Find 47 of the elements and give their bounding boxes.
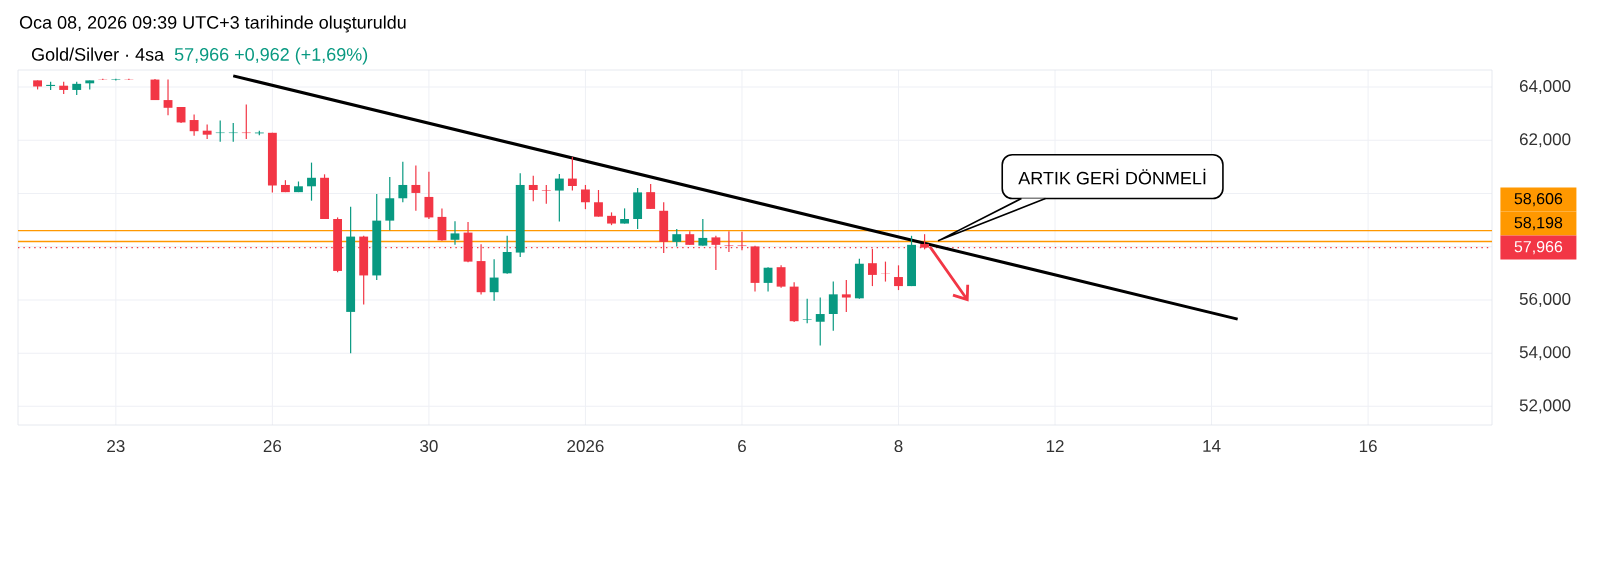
- candlestick: [450, 220, 460, 246]
- candlestick: [737, 231, 747, 251]
- candlestick: [841, 279, 851, 313]
- candlestick: [581, 184, 590, 210]
- y-tick-label: 54,000: [1519, 346, 1571, 361]
- ref-line-label: 57,966: [1514, 241, 1563, 255]
- x-tick-label: 16: [1359, 440, 1377, 453]
- x-tick-label: 8: [894, 440, 903, 453]
- candlestick: [163, 78, 173, 116]
- annotation: ARTIK GERİ DÖNMELİ: [1018, 168, 1206, 185]
- y-tick-label: 52,000: [1519, 399, 1571, 414]
- y-tick-label: 56,000: [1519, 292, 1571, 307]
- legend-label: 58,198: [1514, 217, 1563, 231]
- x-tick-label: 26: [263, 440, 282, 453]
- candlestick: [541, 184, 551, 205]
- candlestick: [554, 173, 564, 223]
- candlestick: [776, 264, 786, 289]
- candlestick: [489, 258, 499, 302]
- candlestick: [711, 235, 721, 271]
- candlestick: [411, 164, 421, 212]
- candlestick: [567, 156, 577, 192]
- x-tick-label: 14: [1203, 440, 1221, 452]
- candlestick: [646, 183, 656, 210]
- candlestick: [828, 280, 838, 332]
- x-tick-label: 12: [1046, 440, 1064, 452]
- candlestick: [698, 218, 708, 247]
- candlestick: [307, 162, 316, 202]
- text: Oca 08, 2026 09:39 UTC+3 tarihinde oluşturuldu: [19, 15, 406, 33]
- candlestick: [424, 171, 434, 220]
- x-tick-label: 23: [107, 440, 125, 453]
- candlestick: [894, 264, 903, 291]
- y-tick-label: 64,000: [1519, 80, 1571, 95]
- candlestick: [815, 296, 825, 347]
- candlestick: [802, 298, 812, 324]
- candlestick: [502, 235, 512, 275]
- candlestick: [398, 161, 408, 203]
- x-tick-label: 2026: [567, 440, 604, 453]
- x-tick-label: 30: [420, 440, 438, 453]
- chart-title: Gold/Silver · 4sa: [31, 47, 165, 61]
- chart-subtitle: 57,966 +0,962 (+1,69%): [174, 47, 368, 65]
- candlestick: [385, 176, 395, 231]
- y-tick-label: 62,000: [1519, 133, 1571, 148]
- x-tick-label: 6: [738, 440, 746, 453]
- candlestick: [528, 175, 538, 202]
- ref-line-label: 58,606: [1514, 193, 1563, 207]
- candlestick: [189, 113, 199, 137]
- candlestick: [594, 189, 603, 218]
